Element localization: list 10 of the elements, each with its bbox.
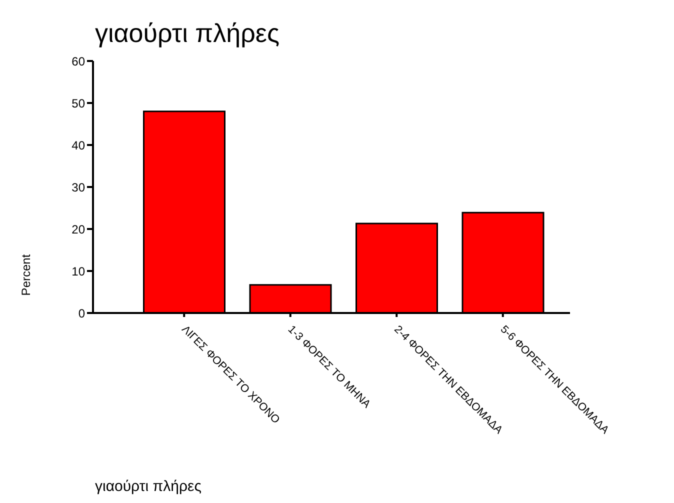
y-axis-title: Percent [19,253,33,298]
chart-title: γιαούρτι πλήρες [95,18,280,49]
y-tick-label: 0 [78,306,86,320]
y-tick-label: 40 [72,138,86,152]
y-tick-label: 10 [72,264,86,278]
y-tick-label: 50 [72,96,86,110]
y-tick-label: 60 [72,54,86,68]
x-axis-title: γιαούρτι πλήρες [95,478,202,495]
y-tick-label: 30 [72,180,86,194]
y-tick-label: 20 [72,222,86,236]
